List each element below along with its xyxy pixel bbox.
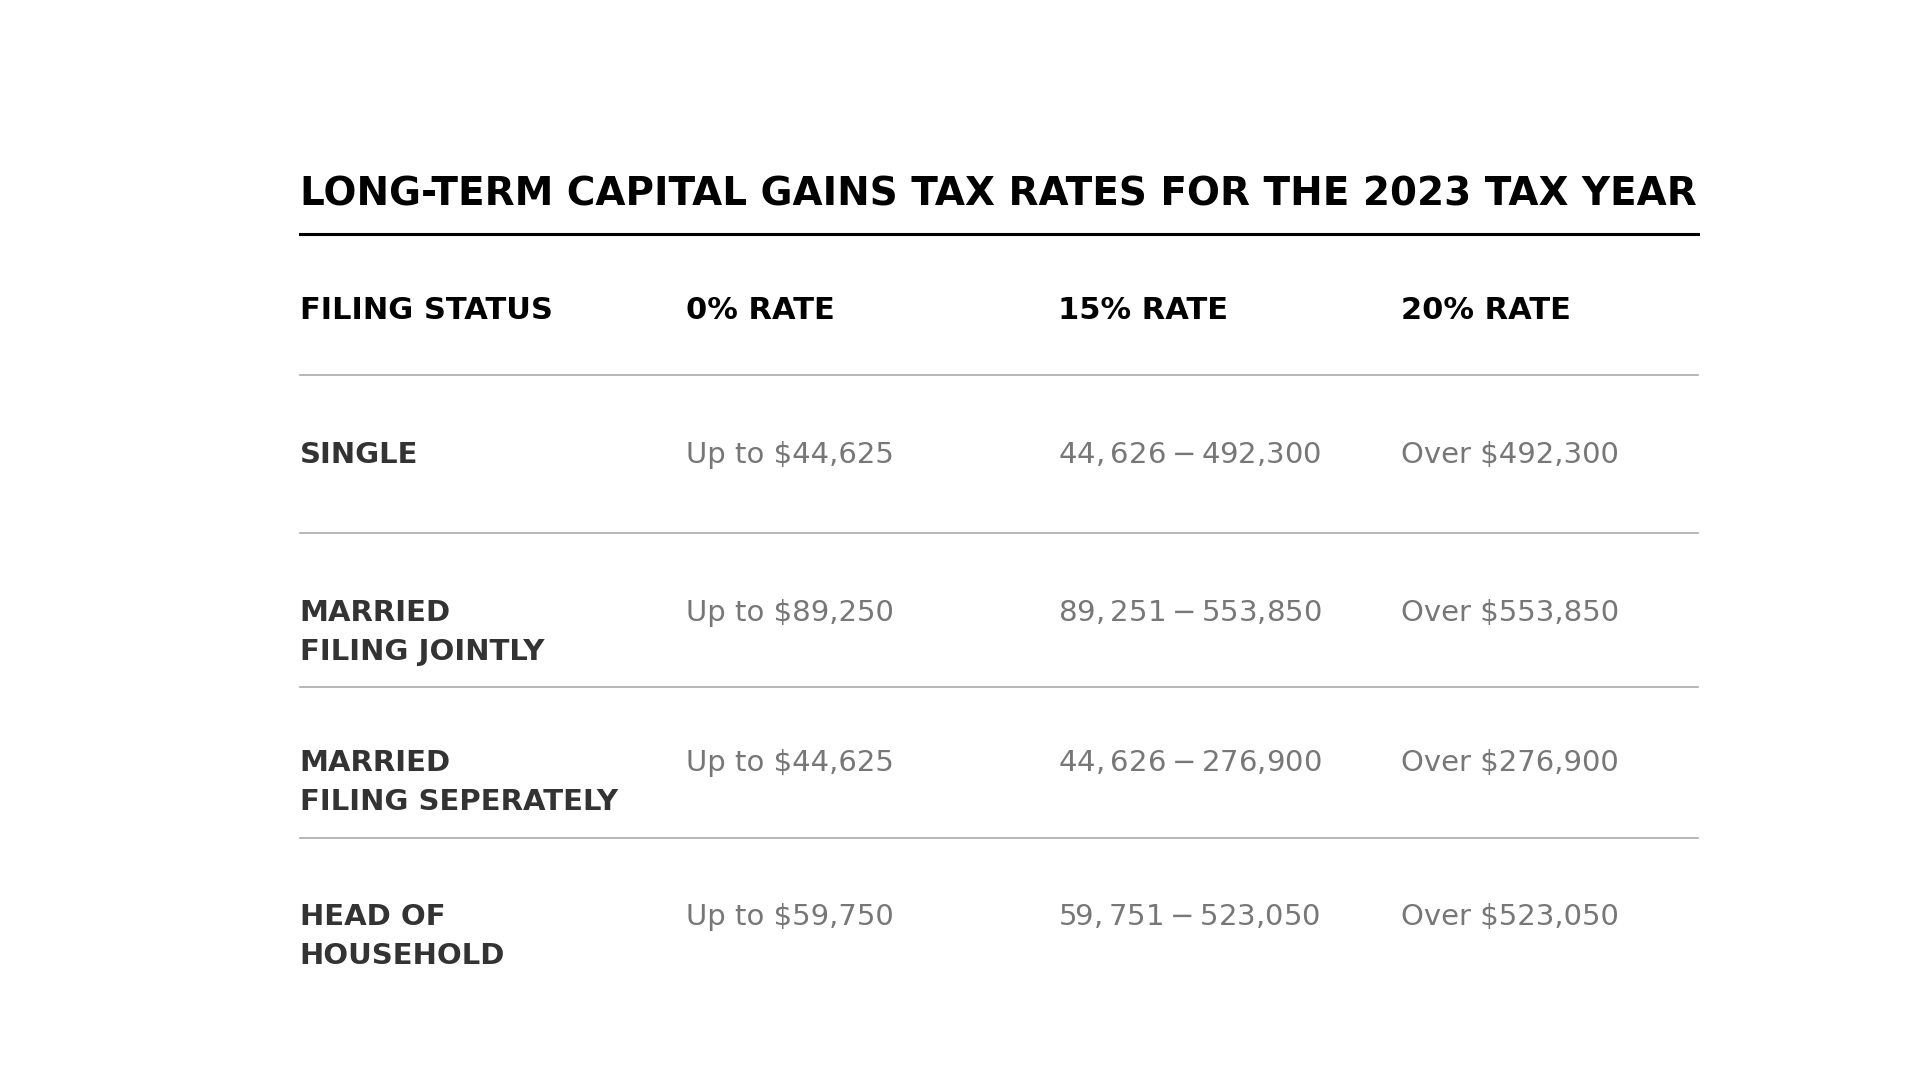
Text: Up to $44,625: Up to $44,625 — [687, 442, 895, 470]
Text: MARRIED
FILING JOINTLY: MARRIED FILING JOINTLY — [300, 599, 543, 666]
Text: 20% RATE: 20% RATE — [1402, 296, 1571, 325]
Text: $44,626 - $276,900: $44,626 - $276,900 — [1058, 750, 1323, 778]
Text: MARRIED
FILING SEPERATELY: MARRIED FILING SEPERATELY — [300, 750, 618, 816]
Text: $89,251 - $553,850: $89,251 - $553,850 — [1058, 599, 1323, 627]
Text: FILING STATUS: FILING STATUS — [300, 296, 553, 325]
Text: 0% RATE: 0% RATE — [687, 296, 835, 325]
Text: $44,626 - $492,300: $44,626 - $492,300 — [1058, 442, 1321, 470]
Text: Over $553,850: Over $553,850 — [1402, 599, 1619, 627]
Text: 15% RATE: 15% RATE — [1058, 296, 1229, 325]
Text: HEAD OF
HOUSEHOLD: HEAD OF HOUSEHOLD — [300, 903, 505, 970]
Text: Over $276,900: Over $276,900 — [1402, 750, 1619, 778]
Text: Over $523,050: Over $523,050 — [1402, 903, 1619, 931]
Text: LONG-TERM CAPITAL GAINS TAX RATES FOR THE 2023 TAX YEAR: LONG-TERM CAPITAL GAINS TAX RATES FOR TH… — [300, 175, 1695, 214]
Text: SINGLE: SINGLE — [300, 442, 419, 470]
Text: Up to $89,250: Up to $89,250 — [687, 599, 895, 627]
Text: Up to $44,625: Up to $44,625 — [687, 750, 895, 778]
Text: Over $492,300: Over $492,300 — [1402, 442, 1619, 470]
Text: Up to $59,750: Up to $59,750 — [687, 903, 895, 931]
Text: $59,751 - $523,050: $59,751 - $523,050 — [1058, 903, 1321, 931]
